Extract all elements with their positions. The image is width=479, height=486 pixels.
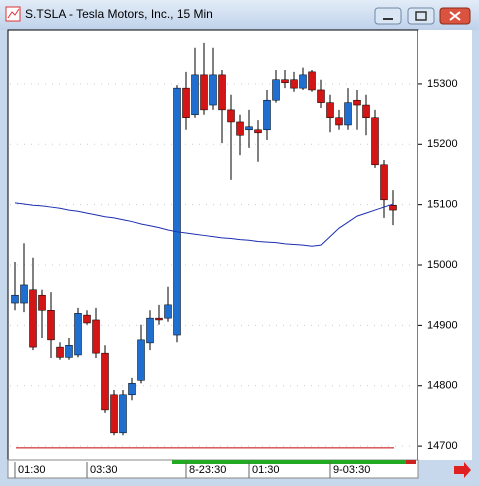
candle-body bbox=[227, 109, 235, 123]
candle-body bbox=[146, 317, 154, 344]
candle-body bbox=[317, 89, 325, 103]
candle-body bbox=[164, 304, 172, 319]
candle-body bbox=[209, 74, 217, 106]
maximize-icon bbox=[415, 11, 427, 21]
candle-body bbox=[254, 129, 262, 134]
candle-body bbox=[389, 205, 397, 211]
moving-average bbox=[14, 202, 394, 247]
candle-body bbox=[74, 313, 82, 356]
candle-body bbox=[128, 383, 136, 396]
candle-body bbox=[344, 102, 352, 126]
candle-body bbox=[47, 310, 55, 341]
candle-body bbox=[245, 126, 253, 131]
candle-body bbox=[155, 317, 163, 321]
y-tick-label: 15200 bbox=[427, 138, 458, 150]
candle-body bbox=[56, 346, 64, 358]
candle-body bbox=[290, 79, 298, 89]
minimize-button[interactable] bbox=[374, 7, 402, 25]
candle-body bbox=[308, 71, 316, 91]
candle-body bbox=[380, 164, 388, 201]
y-tick-label: 15100 bbox=[427, 199, 458, 211]
candle-body bbox=[191, 74, 199, 115]
session-end bbox=[406, 460, 416, 464]
y-tick-label: 15300 bbox=[427, 78, 458, 90]
candle-body bbox=[200, 74, 208, 111]
y-tick-label: 14900 bbox=[427, 319, 458, 331]
candle-body bbox=[335, 117, 343, 126]
candle-body bbox=[65, 345, 73, 358]
y-tick-label: 14800 bbox=[427, 380, 458, 392]
y-tick-label: 14700 bbox=[427, 440, 458, 452]
candle-body bbox=[29, 289, 37, 348]
price-axis bbox=[418, 30, 472, 460]
window-title: S.TSLA - Tesla Motors, Inc., 15 Min bbox=[25, 7, 213, 21]
x-tick-label: 8-23:30 bbox=[189, 464, 226, 476]
candle-body bbox=[362, 104, 370, 118]
maximize-button[interactable] bbox=[407, 7, 435, 25]
candle-body bbox=[353, 99, 361, 106]
candle-body bbox=[83, 314, 91, 324]
candle-body bbox=[92, 319, 100, 354]
app-icon bbox=[5, 6, 21, 22]
session-bar bbox=[172, 460, 416, 464]
candle-body bbox=[173, 87, 181, 336]
x-tick-label: 03:30 bbox=[90, 464, 118, 476]
candle-body bbox=[137, 339, 145, 381]
candle-body bbox=[371, 117, 379, 166]
candle-body bbox=[20, 284, 28, 304]
close-icon bbox=[449, 11, 461, 21]
scroll-arrow[interactable] bbox=[454, 462, 471, 478]
candle-body bbox=[236, 121, 244, 136]
candle-body bbox=[38, 294, 46, 311]
candle-body bbox=[119, 394, 127, 434]
candle-body bbox=[110, 394, 118, 434]
y-tick-label: 15000 bbox=[427, 259, 458, 271]
app-icon-graph bbox=[7, 8, 20, 19]
candle-body bbox=[182, 87, 190, 118]
candle-body bbox=[101, 352, 109, 411]
candle-body bbox=[326, 102, 334, 118]
candle-body bbox=[272, 79, 280, 101]
candle-body bbox=[218, 74, 226, 111]
candle-body bbox=[11, 294, 19, 304]
candle-body bbox=[299, 74, 307, 89]
candle-body bbox=[281, 79, 289, 83]
candle-body bbox=[263, 99, 271, 131]
x-tick-label: 01:30 bbox=[18, 464, 46, 476]
x-tick-label: 01:30 bbox=[252, 464, 280, 476]
x-tick-label: 9-03:30 bbox=[333, 464, 370, 476]
